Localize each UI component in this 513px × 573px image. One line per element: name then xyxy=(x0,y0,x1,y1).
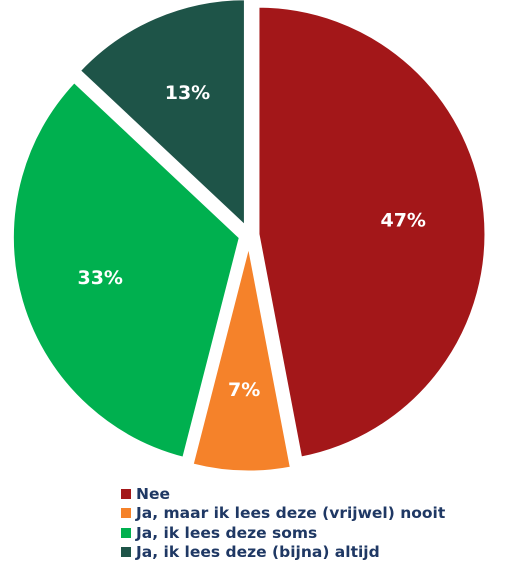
slice-data-label: 33% xyxy=(77,267,122,289)
legend-label: Ja, ik lees deze (bijna) altijd xyxy=(136,543,380,562)
pie-slice-1 xyxy=(190,243,294,474)
legend-item-nee: Nee xyxy=(121,484,445,504)
pie-slice-3 xyxy=(77,0,247,231)
pie-slice-0 xyxy=(256,4,488,460)
slice-data-label: 47% xyxy=(380,209,425,231)
legend-item-vrijwel-nooit: Ja, maar ik lees deze (vrijwel) nooit xyxy=(121,504,445,524)
legend-item-soms: Ja, ik lees deze soms xyxy=(121,523,445,543)
legend-label: Ja, ik lees deze soms xyxy=(136,523,318,542)
slice-data-label: 7% xyxy=(228,379,260,401)
legend-swatch xyxy=(121,527,131,538)
legend-swatch xyxy=(121,488,131,499)
legend-swatch xyxy=(121,547,131,558)
chart-legend: Nee Ja, maar ik lees deze (vrijwel) nooi… xyxy=(121,484,445,562)
legend-item-bijna-altijd: Ja, ik lees deze (bijna) altijd xyxy=(121,543,445,563)
legend-label: Nee xyxy=(136,484,170,503)
pie-slice-2 xyxy=(10,79,243,461)
slice-data-label: 13% xyxy=(165,82,210,104)
legend-label: Ja, maar ik lees deze (vrijwel) nooit xyxy=(136,504,446,523)
legend-swatch xyxy=(121,508,131,519)
